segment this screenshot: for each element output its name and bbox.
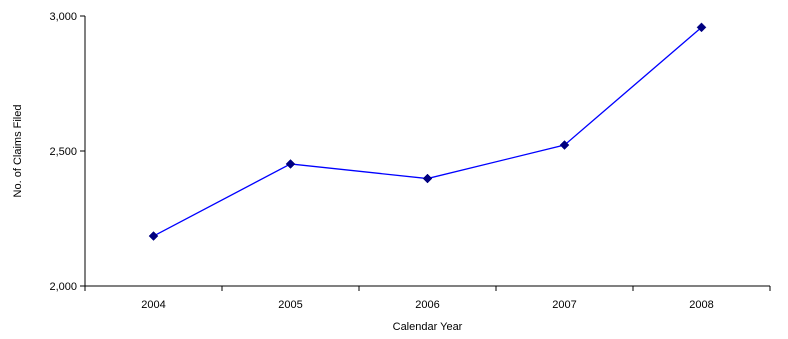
series-line bbox=[153, 26, 702, 237]
y-tick-label: 2,000 bbox=[49, 281, 77, 293]
x-tick-label: 2005 bbox=[278, 299, 302, 311]
data-point-marker bbox=[285, 159, 296, 169]
y-tick-label: 3,000 bbox=[49, 11, 77, 23]
y-ticks: 2,000 2,500 3,000 bbox=[49, 11, 85, 293]
x-ticks: 2004 2005 2006 2007 2008 bbox=[84, 286, 771, 311]
data-point-marker bbox=[148, 231, 159, 241]
data-point-marker bbox=[559, 140, 570, 150]
x-tick-label: 2008 bbox=[689, 299, 713, 311]
y-axis-title: No. of Claims Filed bbox=[12, 105, 24, 198]
series-group bbox=[148, 22, 707, 241]
y-tick-label: 2,500 bbox=[49, 146, 77, 158]
data-point-marker bbox=[422, 173, 433, 184]
x-tick-label: 2006 bbox=[415, 299, 439, 311]
x-axis-title: Calendar Year bbox=[393, 321, 463, 333]
x-tick-label: 2007 bbox=[552, 299, 576, 311]
data-point-marker bbox=[696, 22, 707, 33]
x-tick-label: 2004 bbox=[141, 299, 165, 311]
